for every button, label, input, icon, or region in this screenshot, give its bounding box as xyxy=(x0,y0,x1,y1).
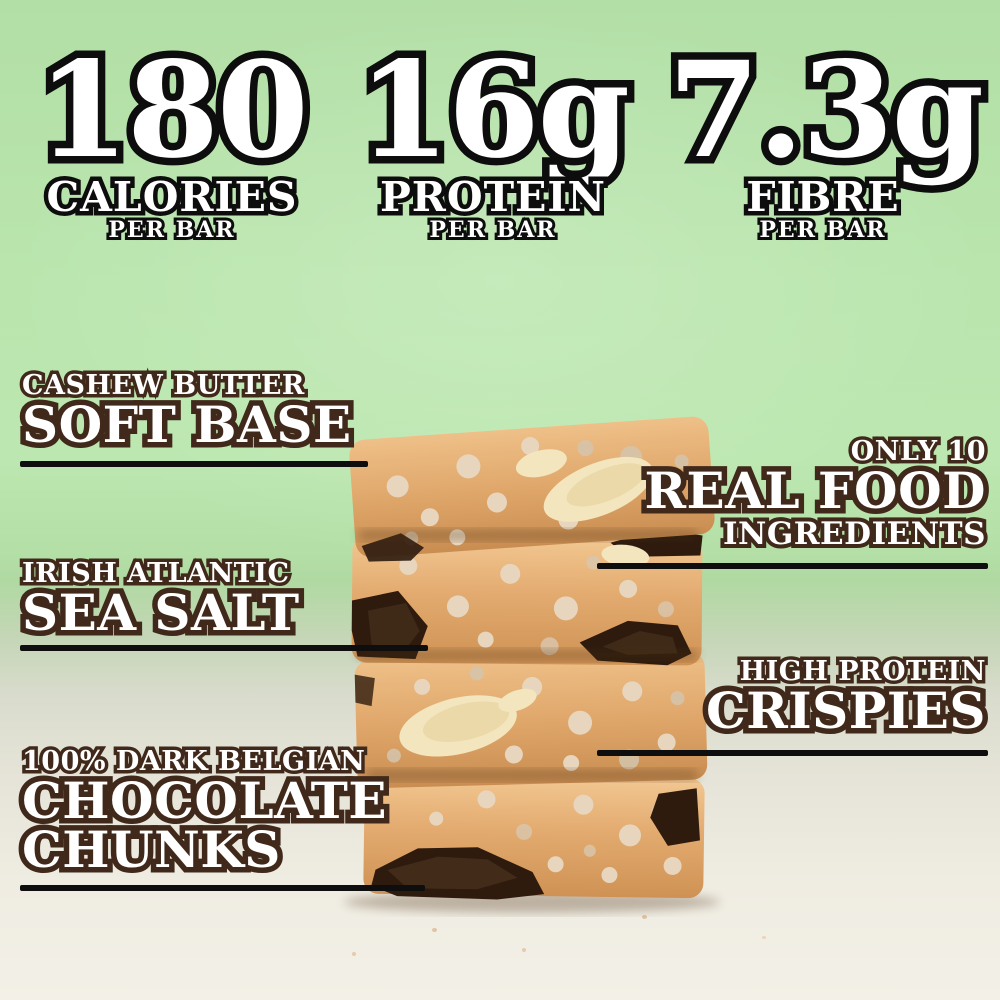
callout-crispies: HIGH PROTEIN CRISPIES xyxy=(706,658,986,735)
callout-line-soft-base xyxy=(20,461,368,467)
callout-chocolate-chunks-title: CHOCOLATE xyxy=(22,775,387,825)
callout-soft-base-title: SOFT BASE xyxy=(22,399,352,449)
crumb-speck xyxy=(352,952,356,956)
stat-protein-sublabel: PER BAR xyxy=(358,219,628,242)
stat-fibre: 7.3g FIBRE PER BAR xyxy=(668,44,984,242)
stat-protein: 16g PROTEIN PER BAR xyxy=(358,44,630,242)
stat-fibre-label: FIBRE xyxy=(668,177,978,219)
crumb-speck xyxy=(522,948,526,952)
stat-fibre-sublabel: PER BAR xyxy=(668,219,978,242)
callout-line-chocolate-chunks xyxy=(20,885,425,891)
stat-protein-label: PROTEIN xyxy=(358,177,628,219)
stat-calories-value: 180 xyxy=(22,44,322,176)
callout-sea-salt-title: SEA SALT xyxy=(22,587,300,637)
stat-fibre-value: 7.3g xyxy=(668,44,984,176)
crumb-speck xyxy=(642,915,647,919)
stat-calories-sublabel: PER BAR xyxy=(22,219,322,242)
callout-chocolate-chunks: 100% DARK BELGIAN CHOCOLATE CHUNKS xyxy=(22,748,387,874)
callout-real-food-subtitle: INGREDIENTS xyxy=(645,518,987,551)
callout-line-sea-salt xyxy=(20,645,428,651)
stat-calories-label: CALORIES xyxy=(22,177,322,219)
callout-line-real-food xyxy=(597,563,988,569)
callout-chocolate-chunks-title-line2: CHUNKS xyxy=(22,824,387,874)
stat-protein-value: 16g xyxy=(358,44,630,176)
callout-crispies-title: CRISPIES xyxy=(706,685,986,735)
stat-calories: 180 CALORIES PER BAR xyxy=(22,44,322,242)
crumb-speck xyxy=(432,928,437,932)
crumb-speck xyxy=(762,936,766,939)
callout-real-food: ONLY 10 REAL FOOD INGREDIENTS xyxy=(645,438,987,550)
callout-soft-base: CASHEW BUTTER SOFT BASE xyxy=(22,372,352,449)
callout-real-food-title: REAL FOOD xyxy=(645,465,987,515)
callout-line-crispies xyxy=(597,750,988,756)
callout-sea-salt: IRISH ATLANTIC SEA SALT xyxy=(22,560,300,637)
